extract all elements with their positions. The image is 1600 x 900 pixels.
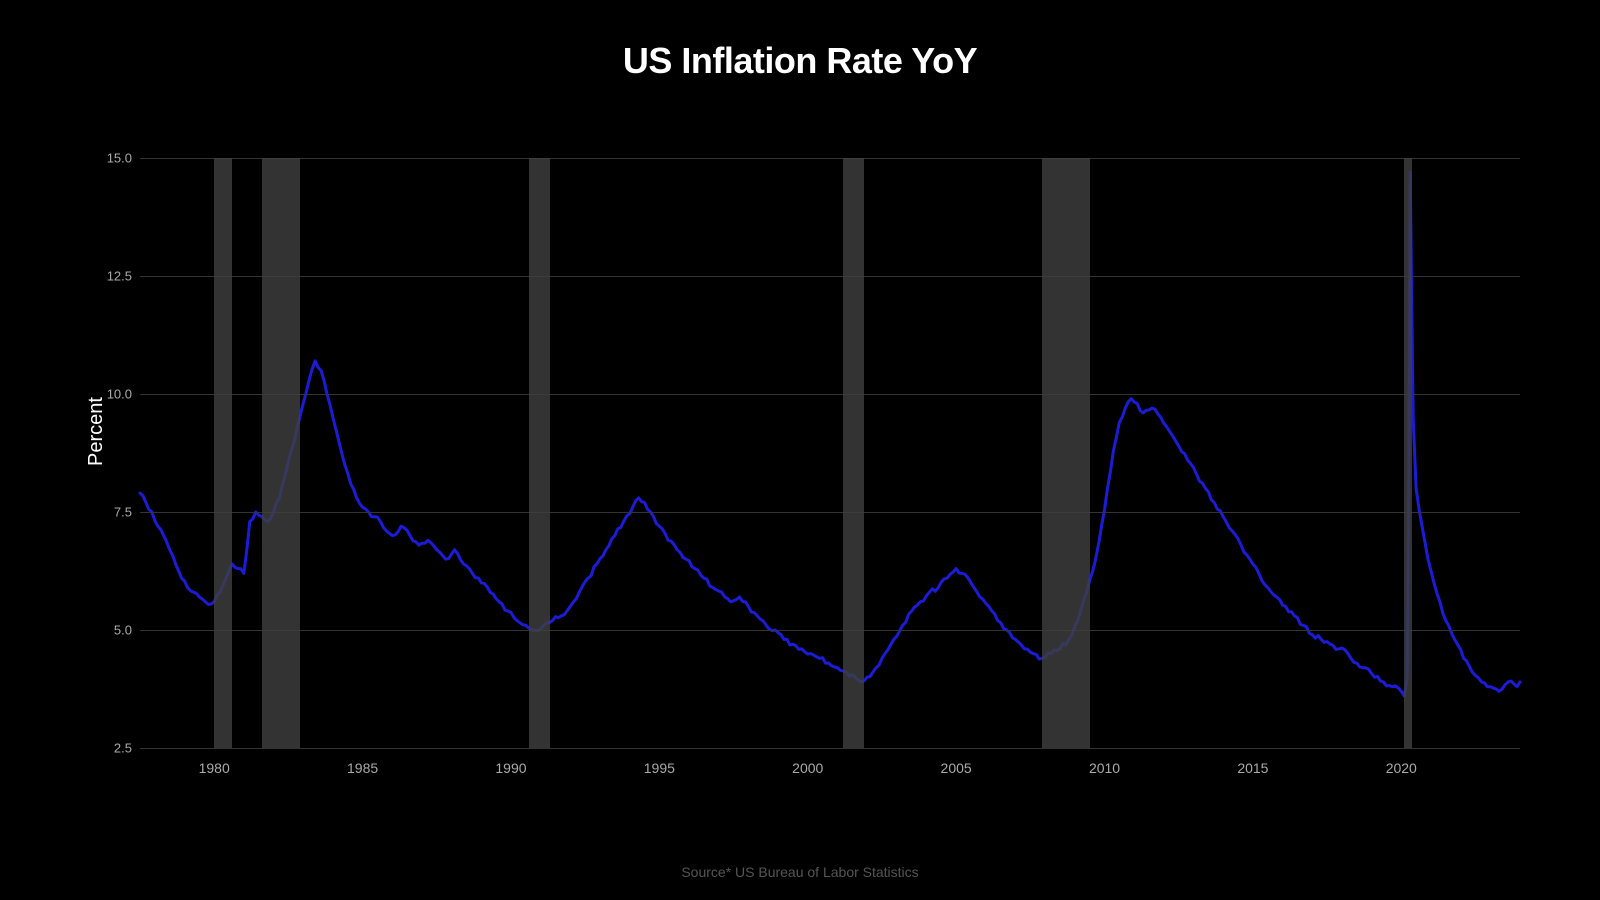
plot-area: 2.55.07.510.012.515.01980198519901995200…	[140, 158, 1520, 749]
inflation-line	[140, 172, 1520, 696]
xtick-label: 2005	[941, 748, 972, 776]
xtick-label: 1990	[495, 748, 526, 776]
xtick-label: 2010	[1089, 748, 1120, 776]
xtick-label: 1985	[347, 748, 378, 776]
recession-band	[1042, 158, 1089, 748]
ytick-label: 7.5	[114, 505, 140, 520]
gridline	[140, 630, 1520, 631]
recession-band	[214, 158, 232, 748]
gridline	[140, 512, 1520, 513]
ytick-label: 12.5	[107, 269, 140, 284]
gridline	[140, 276, 1520, 277]
y-axis-label: Percent	[85, 397, 108, 466]
recession-band	[1404, 158, 1411, 748]
xtick-label: 2000	[792, 748, 823, 776]
xtick-label: 1995	[644, 748, 675, 776]
xtick-label: 2015	[1237, 748, 1268, 776]
recession-band	[529, 158, 550, 748]
recession-band	[843, 158, 864, 748]
chart-title: US Inflation Rate YoY	[0, 40, 1600, 82]
gridline	[140, 158, 1520, 159]
source-caption: Source* US Bureau of Labor Statistics	[0, 864, 1600, 880]
xtick-label: 1980	[199, 748, 230, 776]
ytick-label: 10.0	[107, 387, 140, 402]
gridline	[140, 394, 1520, 395]
ytick-label: 5.0	[114, 623, 140, 638]
ytick-label: 15.0	[107, 151, 140, 166]
line-series	[140, 158, 1520, 748]
ytick-label: 2.5	[114, 741, 140, 756]
chart-container: US Inflation Rate YoY Percent 2.55.07.51…	[0, 0, 1600, 900]
recession-band	[262, 158, 301, 748]
xtick-label: 2020	[1386, 748, 1417, 776]
